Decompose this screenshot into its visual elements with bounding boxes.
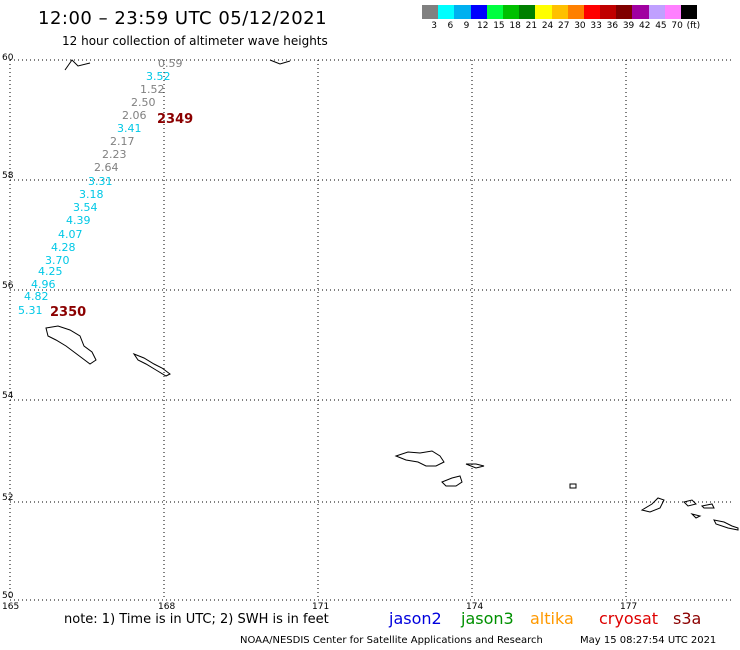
legend-label: 70 bbox=[671, 21, 683, 31]
lat-tick-label: 50 bbox=[2, 591, 14, 601]
legend-swatch bbox=[551, 5, 568, 19]
wave-height-value: 2.06 bbox=[122, 109, 147, 122]
legend-swatch bbox=[438, 5, 455, 19]
legend-label: 15 bbox=[493, 21, 505, 31]
legend-label: 21 bbox=[525, 21, 538, 31]
island-east-3 bbox=[700, 503, 715, 509]
legend-label: 18 bbox=[509, 21, 521, 31]
island-small-west bbox=[132, 352, 171, 377]
legend-label: (ft) bbox=[686, 21, 701, 31]
legend-swatch bbox=[519, 5, 536, 19]
lon-tick-label: 177 bbox=[620, 602, 637, 612]
legend-swatch bbox=[616, 5, 633, 19]
wave-height-value: 2.50 bbox=[131, 96, 156, 109]
island-east-2 bbox=[683, 499, 697, 507]
legend-swatch bbox=[454, 5, 471, 19]
legend-swatch bbox=[632, 5, 649, 19]
wave-height-value: 2.17 bbox=[110, 135, 135, 148]
pass-label-start: 2349 bbox=[157, 112, 193, 127]
satellite-label-altika: altika bbox=[530, 609, 574, 628]
legend-label: 3 bbox=[431, 21, 438, 31]
legend-swatch bbox=[600, 5, 617, 19]
legend-swatch bbox=[583, 5, 601, 19]
lon-tick-label: 165 bbox=[2, 602, 19, 612]
legend-swatch bbox=[422, 5, 439, 19]
altimeter-track: 0.593.521.522.502.063.412.172.232.643.31… bbox=[18, 57, 183, 317]
page-subtitle: 12 hour collection of altimeter wave hei… bbox=[62, 34, 328, 48]
island-aleutian-4 bbox=[569, 483, 577, 489]
satellite-label-s3a: s3a bbox=[673, 609, 702, 628]
wave-height-value: 2.23 bbox=[102, 148, 127, 161]
legend-label: 27 bbox=[558, 21, 570, 31]
wave-height-value: 1.52 bbox=[140, 83, 165, 96]
legend-label: 39 bbox=[622, 21, 635, 31]
legend-swatch bbox=[648, 5, 665, 19]
satellite-label-cryosat: cryosat bbox=[599, 609, 659, 628]
legend-swatch bbox=[567, 5, 584, 19]
wave-height-value: 4.25 bbox=[38, 265, 63, 278]
units-note: note: 1) Time is in UTC; 2) SWH is in fe… bbox=[64, 612, 329, 627]
legend-label: 42 bbox=[639, 21, 651, 31]
wave-height-value: 3.18 bbox=[79, 188, 104, 201]
island-east-5 bbox=[713, 519, 739, 531]
coastline bbox=[45, 59, 739, 531]
lon-tick-label: 174 bbox=[466, 602, 483, 612]
credit-line: NOAA/NESDIS Center for Satellite Applica… bbox=[240, 635, 543, 646]
lat-tick-label: 58 bbox=[2, 171, 14, 181]
island-aleutian-1 bbox=[394, 450, 445, 467]
satellite-label-jason2: jason2 bbox=[389, 609, 442, 628]
wave-height-value: 3.41 bbox=[117, 122, 142, 135]
lat-tick-label: 52 bbox=[2, 493, 13, 503]
wave-height-value: 0.59 bbox=[158, 57, 183, 70]
wave-height-value: 4.82 bbox=[24, 290, 49, 303]
island-large-west bbox=[45, 325, 97, 365]
island-east-4 bbox=[690, 513, 702, 519]
legend-label: 6 bbox=[447, 21, 454, 31]
generated-timestamp: May 15 08:27:54 UTC 2021 bbox=[580, 635, 717, 646]
legend-label: 24 bbox=[541, 21, 554, 31]
wave-height-value: 3.52 bbox=[146, 70, 171, 83]
wave-height-value: 4.28 bbox=[51, 241, 76, 254]
wave-height-value: 3.31 bbox=[88, 175, 113, 188]
lon-tick-label: 168 bbox=[158, 602, 175, 612]
legend-label: 9 bbox=[463, 21, 470, 31]
legend-swatch bbox=[470, 5, 487, 19]
lat-tick-label: 60 bbox=[2, 53, 14, 63]
wave-height-value: 2.64 bbox=[94, 161, 119, 174]
legend-swatch bbox=[681, 5, 698, 19]
wave-height-color-legend: 3 6 9 12 15 18 21 24 27 30 33 36 39 42 45 70 (ft) bbox=[422, 5, 700, 31]
wave-height-value: 4.07 bbox=[58, 228, 83, 241]
legend-label: 12 bbox=[477, 21, 489, 31]
wave-height-value: 3.54 bbox=[73, 201, 98, 214]
island-aleutian-2 bbox=[465, 463, 485, 469]
page-title: 12:00 – 23:59 UTC 05/12/2021 bbox=[38, 8, 328, 29]
legend-label: 36 bbox=[606, 21, 619, 31]
legend-swatch bbox=[486, 5, 503, 19]
legend-label: 33 bbox=[590, 21, 602, 31]
island-east-1 bbox=[640, 497, 665, 513]
legend-swatch bbox=[502, 5, 520, 19]
wave-height-value: 5.31 bbox=[18, 304, 43, 317]
satellite-label-jason3: jason3 bbox=[461, 609, 514, 628]
legend-swatch bbox=[664, 5, 681, 19]
lat-tick-label: 54 bbox=[2, 391, 14, 401]
coast-top-left bbox=[64, 59, 91, 71]
lon-tick-label: 171 bbox=[312, 602, 329, 612]
island-aleutian-3 bbox=[441, 475, 463, 487]
legend-swatch bbox=[535, 5, 552, 19]
coast-top-mid bbox=[269, 59, 291, 65]
lat-tick-label: 56 bbox=[2, 281, 14, 291]
pass-label-end: 2350 bbox=[50, 305, 86, 320]
legend-label: 30 bbox=[574, 21, 586, 31]
wave-height-value: 3.70 bbox=[45, 254, 70, 267]
legend-label: 45 bbox=[655, 21, 667, 31]
wave-height-value: 4.96 bbox=[31, 278, 56, 291]
wave-height-value: 4.39 bbox=[66, 214, 91, 227]
